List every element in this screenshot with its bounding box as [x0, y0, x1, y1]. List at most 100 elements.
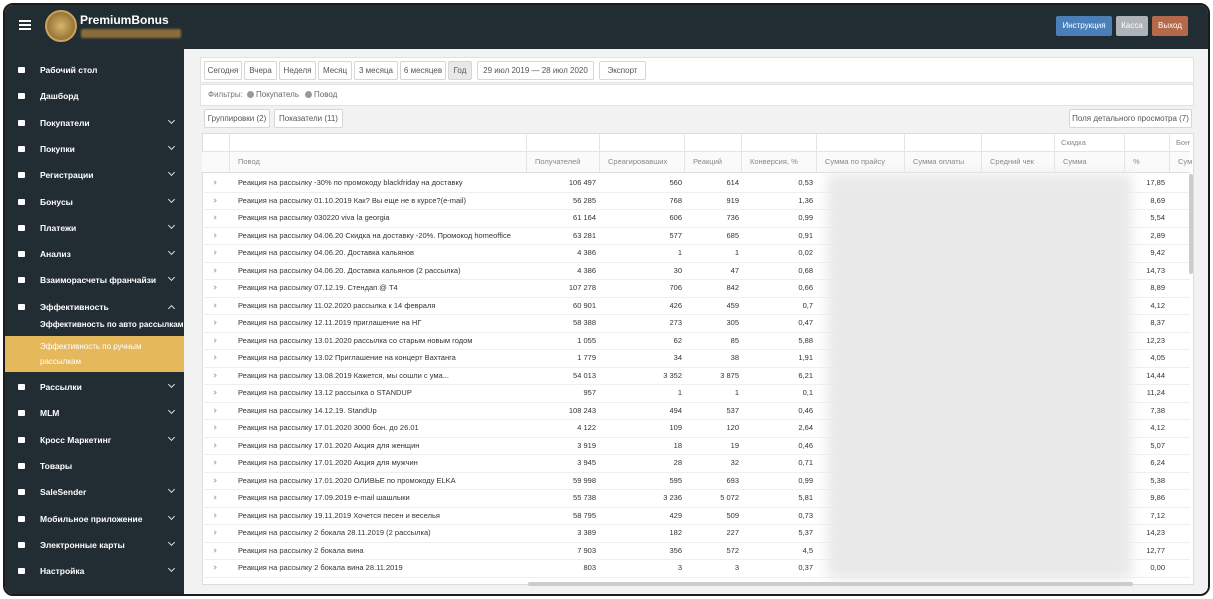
column-header: Сумма по прайсу [825, 157, 886, 166]
number-cell: 58 388 [573, 318, 596, 327]
row-divider [202, 419, 1190, 420]
number-cell: 706 [669, 283, 682, 292]
export-button[interactable]: Экспорт [599, 61, 646, 80]
number-cell: 9,86 [1150, 493, 1165, 502]
header-row-1 [202, 133, 1190, 152]
menu-item[interactable]: Покупки [40, 143, 75, 154]
menu-item[interactable]: Дашборд [40, 91, 79, 102]
menu-item[interactable]: Анализ [40, 249, 71, 260]
menu-item[interactable]: Товары [40, 460, 73, 471]
column-header: Сумма [1063, 157, 1087, 166]
menu-item[interactable]: MLM [40, 408, 60, 419]
number-cell: 0,46 [798, 405, 813, 415]
number-cell: 54 013 [573, 370, 596, 380]
number-cell: 3 352 [663, 370, 682, 380]
reason-cell: Реакция на рассылку 11.02.2020 рассылка … [238, 300, 436, 310]
menu-item[interactable]: Бонусы [40, 196, 73, 207]
menu-icon [18, 462, 25, 469]
period-button[interactable]: 3 месяца [354, 61, 398, 80]
number-cell: 6,21 [798, 370, 813, 380]
top-bar [5, 5, 1208, 49]
menu-item[interactable]: Рассылки [40, 382, 82, 392]
menu-item[interactable]: Электронные карты [40, 539, 125, 550]
number-cell: 0,7 [802, 300, 813, 310]
menu-item[interactable]: Настройка [40, 566, 85, 577]
reason-cell: Реакция на рассылку 04.06.20 Скидка на д… [238, 230, 511, 240]
number-cell: 1 779 [577, 353, 596, 362]
header-button[interactable]: Касса [1116, 16, 1148, 36]
reason-cell: Реакция на рассылку 07.12.19. Стендап @ … [238, 283, 398, 292]
number-cell: 5 072 [720, 493, 739, 502]
number-cell: 109 [669, 423, 682, 432]
menu-icon [18, 568, 25, 575]
row-divider [202, 489, 1190, 490]
number-cell: 9,42 [1150, 248, 1165, 257]
reason-cell: Реакция на рассылку 2 бокала вина [238, 545, 364, 555]
menu-item[interactable]: Взаиморасчеты франчайзи [40, 275, 157, 286]
number-cell: 5,81 [798, 493, 813, 502]
menu-item[interactable]: Регистрации [40, 170, 94, 181]
number-cell: 537 [726, 405, 739, 415]
number-cell: 606 [669, 213, 682, 222]
reason-cell: Реакция на рассылку 13.12 рассылка о STA… [238, 388, 412, 397]
number-cell: 957 [583, 388, 596, 397]
row-divider [202, 436, 1190, 438]
menu-icon [18, 198, 25, 205]
submenu-item[interactable]: Эффективность по ручным рассылкам [40, 342, 142, 366]
period-button[interactable]: Год [448, 61, 472, 80]
detail-fields-button[interactable]: Поля детального просмотра (7) [1069, 109, 1192, 128]
filters-panel [200, 84, 1194, 106]
group-header: Скидка [1061, 138, 1086, 147]
menu-item[interactable]: Эффективность [40, 301, 109, 312]
number-cell: 11,24 [1146, 388, 1165, 397]
menu-item[interactable]: Платежи [40, 222, 77, 233]
period-button[interactable]: Месяц [318, 61, 352, 80]
number-cell: 62 [673, 335, 682, 345]
reason-cell: Реакция на рассылку -30% по промокоду bl… [238, 178, 463, 187]
menu-icon [18, 93, 25, 100]
number-cell: 0,66 [798, 283, 813, 292]
number-cell: 7,38 [1150, 405, 1165, 415]
period-button[interactable]: Неделя [279, 61, 316, 80]
column-divider [229, 133, 230, 173]
number-cell: 1,91 [798, 353, 813, 362]
groupings-button[interactable]: Группировки (2) [204, 109, 270, 128]
header-button[interactable]: Выход [1152, 16, 1188, 36]
column-divider [741, 133, 742, 173]
menu-item[interactable]: SaleSender [40, 487, 87, 498]
column-divider [1169, 133, 1170, 173]
blurred-columns [827, 174, 1132, 579]
scrollbar-h [528, 582, 1133, 586]
row-divider [202, 559, 1190, 560]
number-cell: 736 [726, 213, 739, 222]
number-cell: 59 998 [573, 475, 596, 485]
number-cell: 85 [730, 335, 739, 345]
number-cell: 182 [669, 528, 682, 537]
period-button[interactable]: Сегодня [204, 61, 242, 80]
period-button[interactable]: 6 месяцев [400, 61, 446, 80]
number-cell: 0,71 [798, 458, 813, 467]
row-divider [202, 226, 1190, 228]
menu-item[interactable]: Мобильное приложение [40, 513, 143, 524]
number-cell: 17,85 [1146, 178, 1165, 187]
period-button[interactable]: Вчера [244, 61, 277, 80]
group-header: Бону [1176, 138, 1190, 147]
filter-chip[interactable]: Покупатель [256, 90, 299, 99]
menu-icon[interactable] [19, 20, 31, 22]
menu-item[interactable]: Покупатели [40, 117, 90, 128]
date-range-button[interactable]: 29 июл 2019 — 28 июл 2020 [477, 61, 594, 80]
menu-item[interactable]: Кросс Маркетинг [40, 434, 112, 445]
filter-chip[interactable]: Повод [314, 90, 338, 99]
number-cell: 803 [583, 563, 596, 572]
submenu-item[interactable]: Эффективность по авто рассылкам [40, 320, 184, 329]
menu-item[interactable]: Рабочий стол [40, 65, 98, 75]
header-button[interactable]: Инструкция [1056, 16, 1112, 36]
column-divider [526, 133, 527, 173]
number-cell: 47 [730, 265, 739, 275]
row-divider [202, 349, 1190, 350]
number-cell: 2,64 [798, 423, 813, 432]
reason-cell: Реакция на рассылку 13.08.2019 Кажется, … [238, 370, 449, 380]
indicators-button[interactable]: Показатели (11) [274, 109, 343, 128]
number-cell: 12,77 [1146, 545, 1165, 555]
menu-icon [18, 515, 25, 522]
